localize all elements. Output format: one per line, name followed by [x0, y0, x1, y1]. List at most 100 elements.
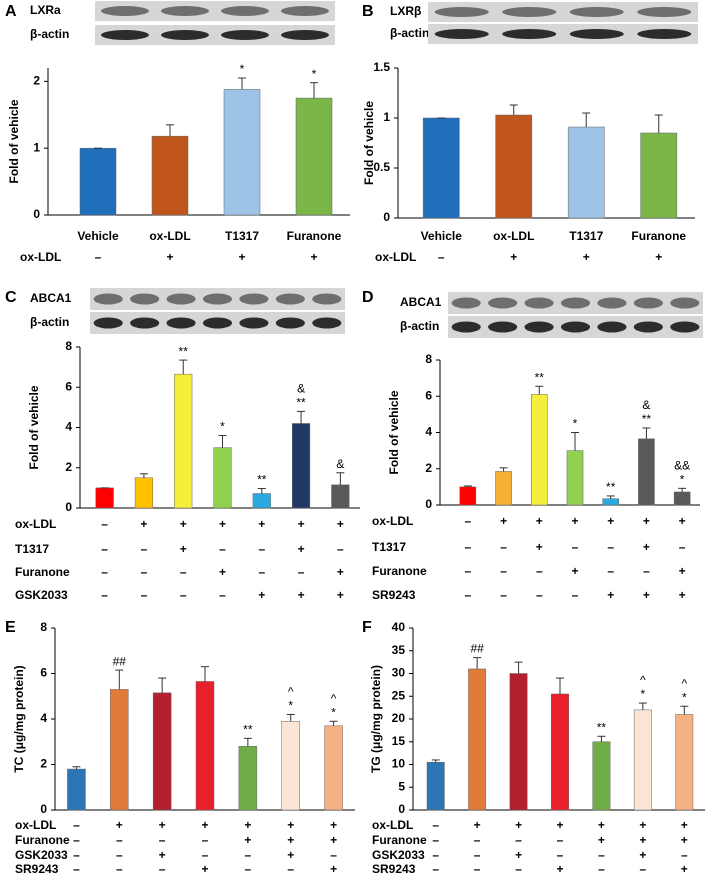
x-tick-label: Vehicle [421, 229, 463, 243]
significance-mark: * [312, 67, 317, 81]
bar [640, 132, 678, 219]
condition-mark: + [238, 250, 245, 264]
condition-mark: + [159, 848, 166, 862]
blot-band [166, 293, 196, 305]
y-tick-label: 30 [392, 666, 406, 680]
condition-mark: + [180, 542, 187, 556]
y-tick-label: 6 [65, 379, 72, 393]
condition-mark: + [643, 540, 650, 554]
blot-label: LXRβ [390, 4, 421, 18]
bar [675, 714, 694, 811]
blot-label: LXRa [30, 3, 61, 17]
condition-label: Furanone [372, 564, 427, 578]
significance-mark: ## [113, 654, 127, 668]
condition-mark: – [141, 565, 148, 579]
y-tick-label: 2 [40, 757, 47, 771]
significance-mark: ** [257, 473, 267, 487]
condition-mark: – [474, 862, 481, 876]
bar [238, 746, 258, 811]
condition-mark: + [681, 818, 688, 832]
condition-mark: + [643, 588, 650, 602]
condition-mark: – [245, 848, 252, 862]
condition-mark: + [330, 862, 337, 876]
condition-mark: + [556, 818, 563, 832]
y-tick-label: 8 [40, 620, 47, 634]
condition-mark: – [116, 862, 123, 876]
condition-mark: – [337, 542, 344, 556]
condition-mark: + [298, 588, 305, 602]
y-tick-label: 10 [392, 757, 406, 771]
condition-mark: + [258, 588, 265, 602]
significance-mark: & [642, 398, 650, 412]
blot-label: ABCA1 [400, 295, 442, 309]
y-tick-label: 4 [40, 711, 47, 725]
blot-band [221, 30, 269, 40]
significance-mark: * [220, 420, 225, 434]
condition-mark: + [337, 588, 344, 602]
condition-mark: – [258, 542, 265, 556]
blot-band [275, 293, 305, 305]
y-tick-label: 25 [392, 688, 406, 702]
condition-mark: – [643, 564, 650, 578]
condition-mark: + [655, 250, 662, 264]
condition-mark: – [474, 833, 481, 847]
condition-mark: – [101, 565, 108, 579]
condition-label: SR9243 [372, 588, 416, 602]
bar [223, 89, 261, 216]
y-tick-label: 4 [65, 420, 72, 434]
blot-band [670, 321, 700, 333]
condition-label: ox-LDL [375, 250, 416, 264]
condition-mark: + [639, 818, 646, 832]
condition-mark: – [500, 588, 507, 602]
y-tick-label: 2 [425, 461, 432, 475]
significance-mark: ** [535, 370, 545, 384]
bar [422, 117, 460, 219]
blot-band [275, 317, 305, 329]
blot-band [312, 293, 342, 305]
condition-mark: – [432, 848, 439, 862]
condition-mark: – [598, 862, 605, 876]
condition-mark: + [583, 250, 590, 264]
condition-mark: + [180, 517, 187, 531]
bar [592, 741, 611, 811]
condition-mark: – [432, 833, 439, 847]
blot-band [101, 30, 149, 40]
blot-band [221, 6, 269, 16]
condition-mark: + [219, 565, 226, 579]
blot-band [130, 317, 160, 329]
condition-mark: + [287, 818, 294, 832]
blot-strip [95, 25, 335, 45]
x-tick-label: Furanone [631, 229, 686, 243]
significance-mark: ** [179, 344, 189, 358]
condition-mark: – [101, 542, 108, 556]
condition-mark: – [557, 848, 564, 862]
blot-band [161, 6, 209, 16]
significance-mark: ** [243, 723, 253, 737]
condition-mark: – [500, 540, 507, 554]
condition-mark: – [116, 833, 123, 847]
condition-mark: + [219, 517, 226, 531]
bar [566, 450, 584, 506]
condition-mark: + [598, 833, 605, 847]
panel-letter: A [5, 3, 17, 20]
condition-label: ox-LDL [20, 250, 61, 264]
bar [531, 394, 548, 506]
bar [459, 486, 477, 506]
bar [174, 373, 193, 509]
significance-mark: ^ [288, 685, 294, 699]
blot-band [488, 297, 518, 309]
condition-label: ox-LDL [15, 517, 56, 531]
condition-mark: – [438, 250, 445, 264]
blot-band [670, 297, 700, 309]
condition-mark: + [515, 818, 522, 832]
x-tick-label: ox-LDL [149, 229, 190, 243]
condition-label: SR9243 [15, 862, 59, 876]
condition-mark: + [330, 818, 337, 832]
condition-mark: – [607, 540, 614, 554]
condition-mark: + [474, 818, 481, 832]
blot-label: β-actin [30, 315, 69, 329]
condition-mark: – [101, 517, 108, 531]
condition-label: Furanone [15, 833, 70, 847]
